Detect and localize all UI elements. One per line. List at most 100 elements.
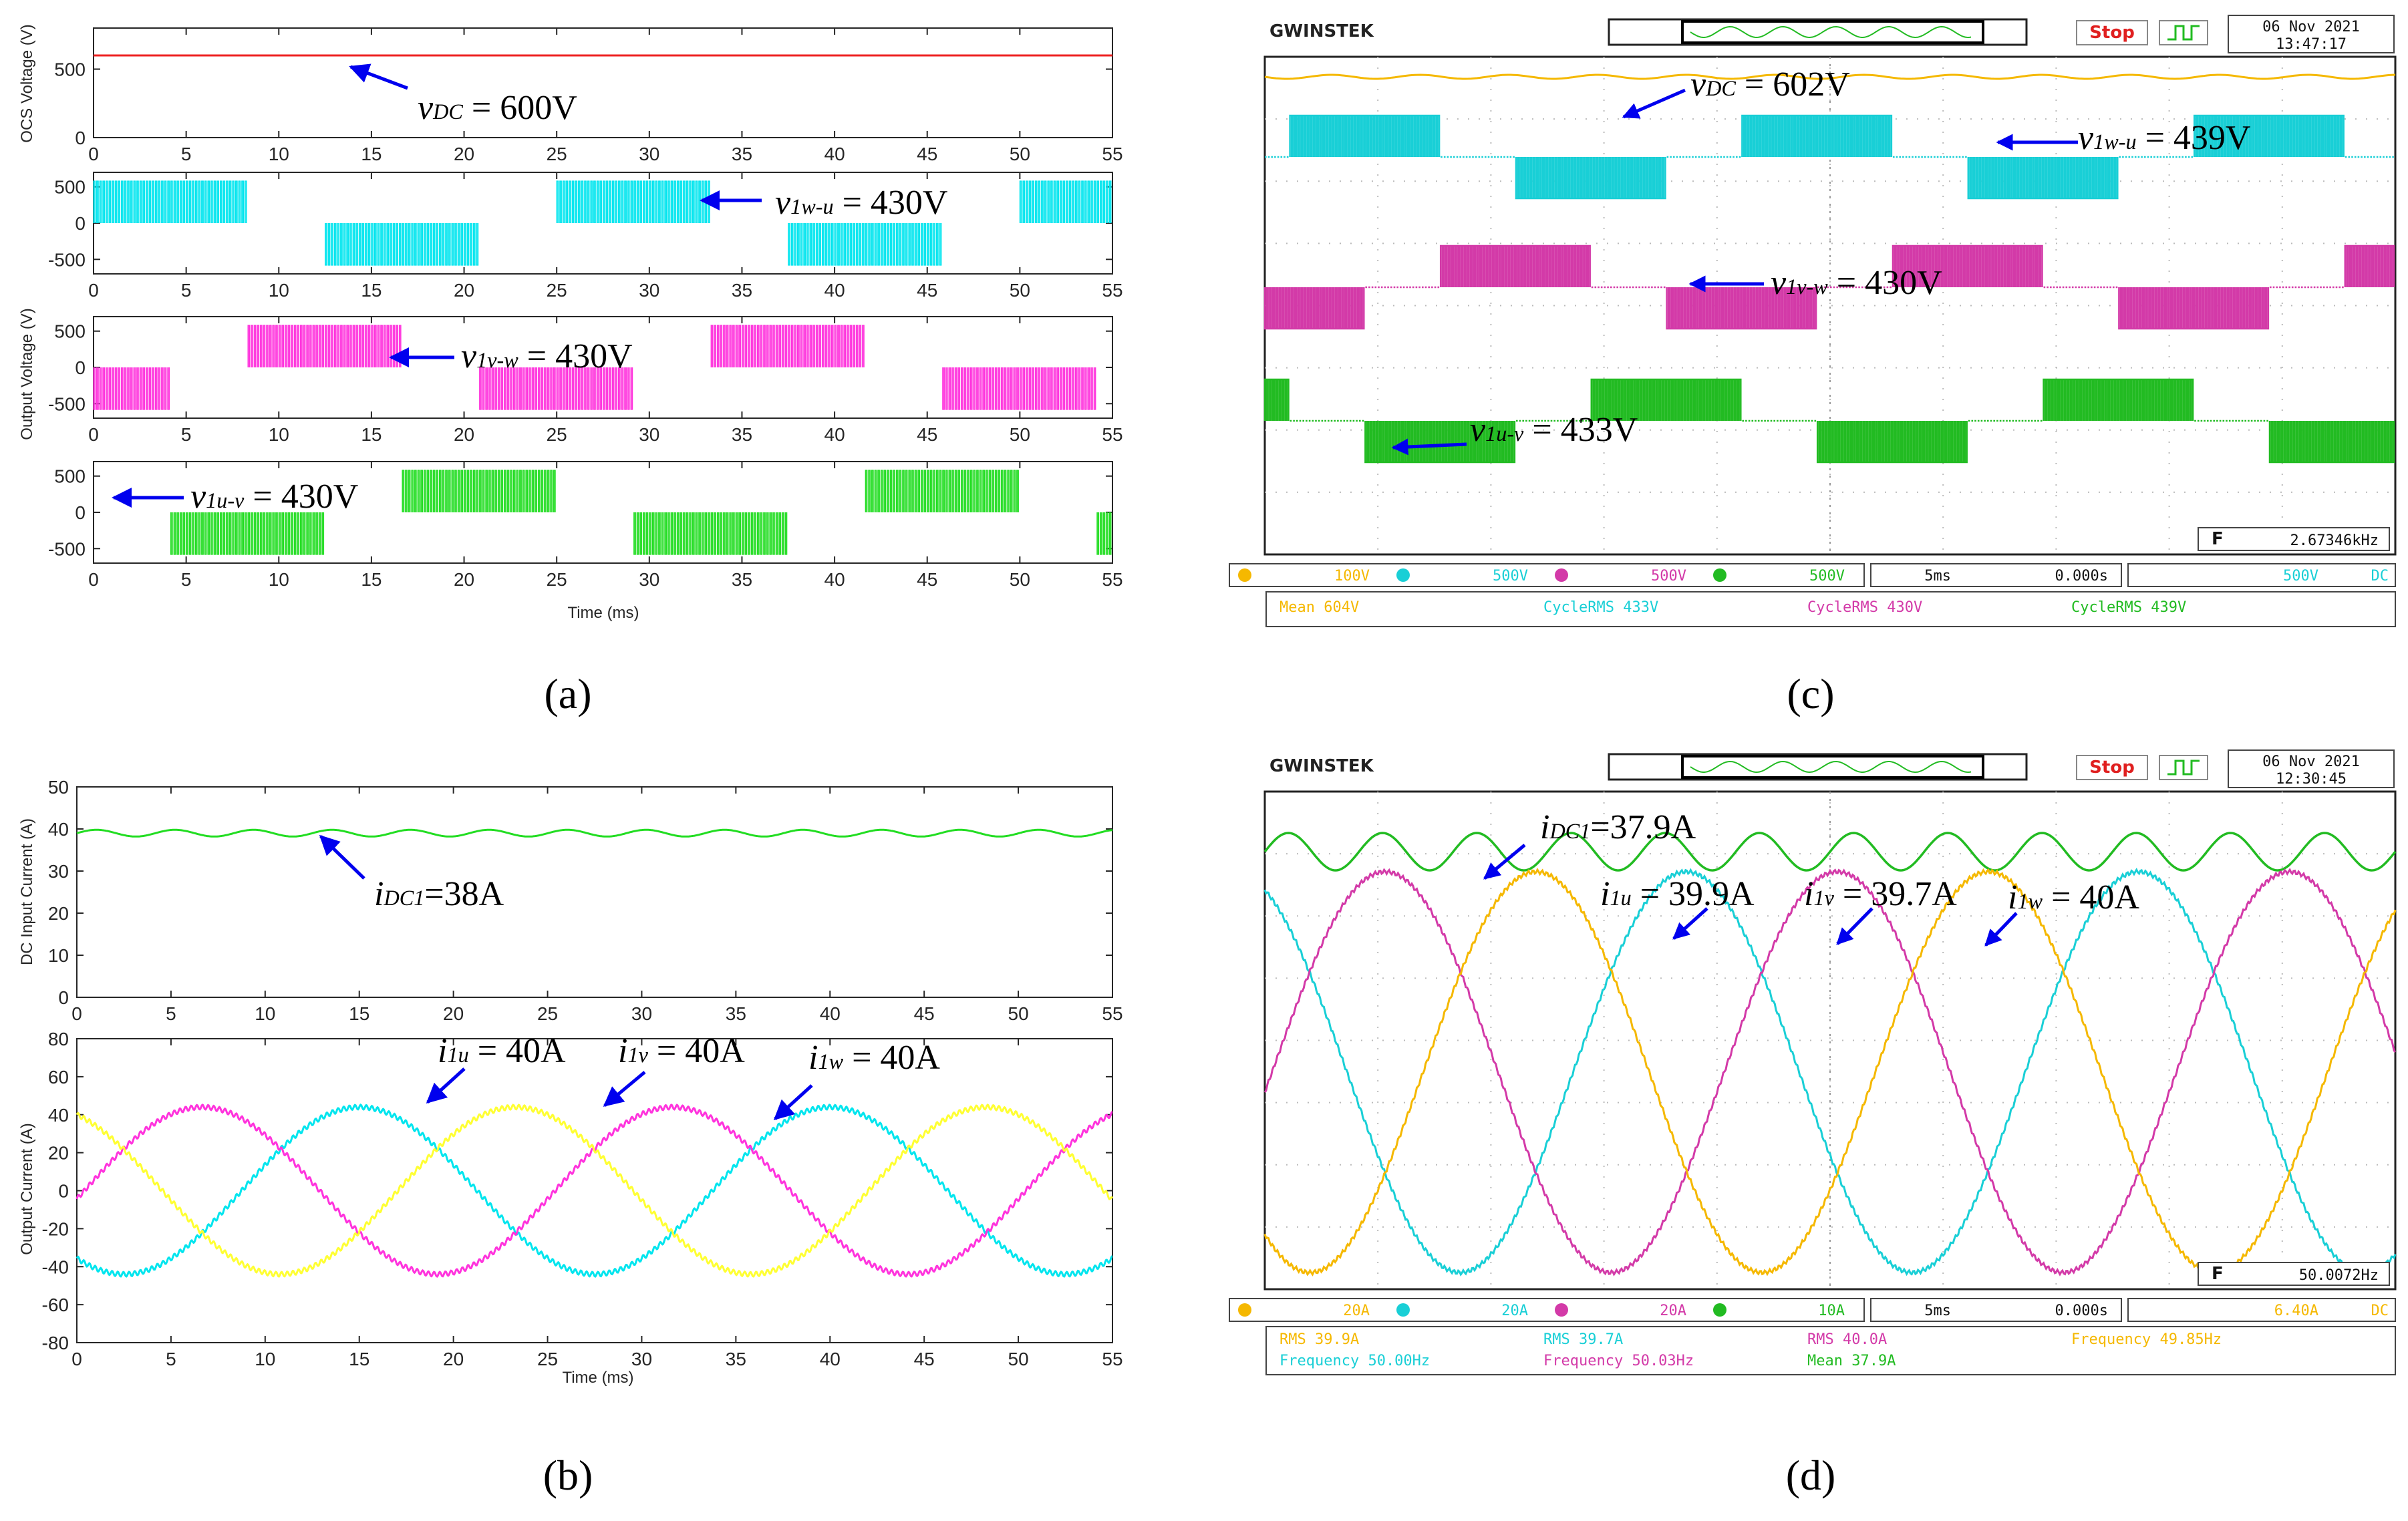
a1-xtick-label: 15 xyxy=(361,144,382,164)
c-scope-time: 13:47:17 xyxy=(2276,36,2347,53)
v1vw-annotation-subscript: 1v-w xyxy=(476,348,518,372)
c-scope-vwu-annotation: v1w-u = 439V xyxy=(2078,119,2250,157)
c-scope-freq-icon: F xyxy=(2212,529,2224,549)
b1-xtick-label: 10 xyxy=(255,1003,275,1024)
d-scope-iu-arrow xyxy=(1672,907,1708,940)
b1-xtick-label: 50 xyxy=(1008,1003,1029,1024)
a3-xtick-label: 15 xyxy=(361,424,382,445)
c-scope-vuv-arrow xyxy=(1391,438,1467,456)
v1uv-annotation: v1u-v = 430V xyxy=(190,478,358,516)
c-scope-meas-1: Mean 604V xyxy=(1280,599,1359,616)
c-scope-ch-row xyxy=(1229,563,1865,587)
i1w-annotation-subscript: 1w xyxy=(818,1049,843,1073)
b1-xtick-label: 20 xyxy=(443,1003,464,1024)
c-scope-timebase: 5ms xyxy=(1924,568,1951,584)
vdc-annotation: vDC = 600V xyxy=(418,89,577,127)
a1-box xyxy=(93,27,1113,138)
c-scope-stop-box xyxy=(2076,20,2148,45)
vdc-annotation-symbol: v xyxy=(418,89,434,127)
d-scope-ch4-scale: 10A xyxy=(1818,1303,1845,1319)
b2-xtick-label: 25 xyxy=(537,1349,558,1369)
a3-xtick-label: 40 xyxy=(824,424,845,445)
c-scope-vdc-annotation-subscript: DC xyxy=(1705,76,1736,100)
panel-d-oscilloscope: GWINSTEK Stop 06 Nov 202112:30:45iDC1=37.9… xyxy=(1229,749,2397,1375)
v1uv-annotation-subscript: 1u-v xyxy=(206,488,245,512)
c-scope-vdc-annotation-symbol: v xyxy=(1690,65,1706,104)
a1-xtick-label: 55 xyxy=(1102,144,1122,164)
a3-ytick-label: 0 xyxy=(75,357,86,378)
d-scope-idc-annotation: iDC1=37.9A xyxy=(1540,808,1696,846)
d-scope-freq-value: 50.0072Hz xyxy=(2299,1267,2379,1284)
b1-xtick-label: 25 xyxy=(537,1003,558,1024)
panel-a-xlabel: Time (ms) xyxy=(567,604,639,622)
b1-xtick-label: 5 xyxy=(166,1003,176,1024)
c-scope-delay: 0.000s xyxy=(2055,568,2108,584)
panel-a-dc-voltage-axes: 0 5 10 15 20 25 30 35 40 45 50 55 0 500 vDC = 600V xyxy=(54,27,1123,164)
b1-xtick-label: 35 xyxy=(726,1003,746,1024)
b1-xtick-label: 15 xyxy=(349,1003,369,1024)
i1w-arrow xyxy=(773,1084,813,1121)
a3-xtick-label: 20 xyxy=(454,424,474,445)
a2-xtick-label: 45 xyxy=(917,280,937,301)
c-scope-vdc-trace xyxy=(1264,73,2396,80)
d-scope-idc-trace xyxy=(1263,832,2397,872)
d-scope-timebase: 5ms xyxy=(1924,1303,1951,1319)
d-scope-iw-annotation: i1w = 40A xyxy=(2008,878,2139,916)
b2-xtick-label: 10 xyxy=(255,1349,275,1369)
idc-trace xyxy=(76,828,1113,838)
c-scope-meas-2: CycleRMS 433V xyxy=(1543,599,1658,616)
d-scope-meas-7: Mean 37.9A xyxy=(1807,1353,1896,1369)
a2-ytick-label: -500 xyxy=(48,249,86,270)
a1-xtick-label: 35 xyxy=(732,144,752,164)
a1-xtick-label: 25 xyxy=(547,144,567,164)
a2-xtick-label: 15 xyxy=(361,280,382,301)
i1w-annotation-value: = 40A xyxy=(843,1039,940,1077)
d-scope-trig-box xyxy=(2127,1298,2396,1322)
vdc-annotation-value: = 600V xyxy=(463,89,577,127)
v1vw-annotation-value: = 430V xyxy=(518,337,633,375)
a2-xtick-label: 40 xyxy=(824,280,845,301)
d-scope-idc-annotation-symbol: i xyxy=(1540,808,1549,846)
a4-xtick-label: 5 xyxy=(181,569,192,590)
c-scope-vvw-annotation-value: = 430V xyxy=(1828,264,1942,302)
b2-ytick-label: -80 xyxy=(42,1333,69,1353)
a3-xtick-label: 55 xyxy=(1102,424,1122,445)
v1vw-annotation-symbol: v xyxy=(461,337,477,375)
a1-xtick-label: 0 xyxy=(88,144,99,164)
i1w-annotation-symbol: i xyxy=(808,1039,818,1077)
c-scope-timebase-box xyxy=(1870,563,2122,587)
d-scope-ch1-badge xyxy=(1238,1303,1251,1317)
b1-ytick-label: 40 xyxy=(48,819,69,840)
d-scope-trigger-glyph xyxy=(2167,759,2200,776)
d-scope-ch3-badge xyxy=(1555,1303,1568,1317)
d-scope-iu-trace xyxy=(1263,868,2397,1277)
i1u-annotation-value: = 40A xyxy=(469,1032,566,1070)
panel-d: GWINSTEK Stop 06 Nov 202112:30:45iDC1=37.9… xyxy=(1229,749,2397,1499)
a1-xtick-label: 30 xyxy=(639,144,659,164)
d-scope-iw-annotation-value: = 40A xyxy=(2043,878,2139,916)
a1-xtick-label: 45 xyxy=(917,144,937,164)
b1-xtick-label: 45 xyxy=(914,1003,935,1024)
a4-xtick-label: 45 xyxy=(917,569,937,590)
a2-xtick-label: 20 xyxy=(454,280,474,301)
c-scope-coupling: DC xyxy=(2371,568,2389,584)
b2-xtick-label: 35 xyxy=(726,1349,746,1369)
a1-xtick-label: 5 xyxy=(181,144,192,164)
panel-b-ylabel-dc: DC Input Current (A) xyxy=(18,818,36,965)
a2-xtick-label: 10 xyxy=(269,280,289,301)
c-scope-meas-3: CycleRMS 430V xyxy=(1807,599,1922,616)
idc-arrow xyxy=(319,834,365,880)
a4-xtick-label: 0 xyxy=(88,569,99,590)
c-scope-ch3-scale: 500V xyxy=(1651,568,1686,584)
b1-ytick-label: 0 xyxy=(58,987,69,1008)
panel-b: 0 5 10 15 20 25 30 35 40 45 50 5550403020100iDC1=38… xyxy=(18,777,1123,1499)
c-scope-vdc-arrow xyxy=(1622,88,1686,119)
b2-ytick-label: -20 xyxy=(42,1218,69,1239)
a1-xtick-label: 40 xyxy=(824,144,845,164)
c-scope-vvw-annotation: v1v-w = 430V xyxy=(1771,264,1942,302)
a1-xtick-label: 10 xyxy=(269,144,289,164)
b2-xtick-label: 50 xyxy=(1008,1349,1029,1369)
a2-xtick-label: 30 xyxy=(639,280,659,301)
